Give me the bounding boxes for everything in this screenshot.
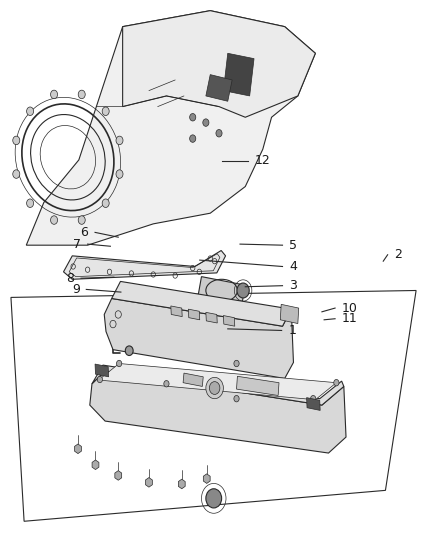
Circle shape xyxy=(216,130,222,137)
Circle shape xyxy=(234,360,239,367)
Circle shape xyxy=(78,216,85,224)
Circle shape xyxy=(97,376,102,383)
Circle shape xyxy=(78,90,85,99)
Text: 2: 2 xyxy=(394,248,402,261)
Text: 8: 8 xyxy=(67,272,74,285)
Polygon shape xyxy=(183,373,203,386)
Circle shape xyxy=(311,395,316,402)
Text: 11: 11 xyxy=(342,312,357,325)
Circle shape xyxy=(27,107,34,116)
Circle shape xyxy=(237,283,249,298)
Text: 7: 7 xyxy=(73,238,81,251)
Polygon shape xyxy=(171,306,182,317)
Circle shape xyxy=(50,90,57,99)
Circle shape xyxy=(203,119,209,126)
Circle shape xyxy=(13,136,20,144)
Circle shape xyxy=(27,199,34,207)
Circle shape xyxy=(190,135,196,142)
Polygon shape xyxy=(198,277,245,305)
Circle shape xyxy=(206,377,223,399)
Polygon shape xyxy=(280,304,299,324)
Polygon shape xyxy=(307,398,320,410)
Circle shape xyxy=(190,114,196,121)
Circle shape xyxy=(102,107,109,116)
Circle shape xyxy=(125,346,133,356)
Circle shape xyxy=(209,382,220,394)
Polygon shape xyxy=(223,316,235,326)
Polygon shape xyxy=(237,376,279,395)
Text: 1: 1 xyxy=(288,324,296,337)
Polygon shape xyxy=(145,478,152,487)
Text: 12: 12 xyxy=(255,155,271,167)
Polygon shape xyxy=(112,281,291,326)
Text: 5: 5 xyxy=(289,239,297,252)
Text: 6: 6 xyxy=(81,226,88,239)
Circle shape xyxy=(234,395,239,402)
Circle shape xyxy=(334,379,339,386)
Text: 10: 10 xyxy=(342,302,357,314)
Circle shape xyxy=(116,170,123,179)
Polygon shape xyxy=(206,75,232,101)
Polygon shape xyxy=(123,11,315,117)
Circle shape xyxy=(50,216,57,224)
Text: 4: 4 xyxy=(289,260,297,273)
Circle shape xyxy=(117,360,122,367)
Polygon shape xyxy=(129,287,198,324)
Circle shape xyxy=(164,381,169,387)
Polygon shape xyxy=(92,365,344,405)
Text: 3: 3 xyxy=(289,279,297,292)
Polygon shape xyxy=(223,53,254,96)
Polygon shape xyxy=(90,371,346,453)
Polygon shape xyxy=(188,309,200,320)
Polygon shape xyxy=(206,312,217,323)
Polygon shape xyxy=(92,460,99,470)
Circle shape xyxy=(206,489,222,508)
Polygon shape xyxy=(104,298,293,378)
Polygon shape xyxy=(26,11,315,245)
Polygon shape xyxy=(178,479,185,489)
Polygon shape xyxy=(95,364,109,377)
Polygon shape xyxy=(74,444,81,454)
Circle shape xyxy=(102,199,109,207)
Polygon shape xyxy=(115,471,122,480)
Text: 9: 9 xyxy=(72,283,80,296)
Polygon shape xyxy=(203,474,210,483)
Circle shape xyxy=(13,170,20,179)
Polygon shape xyxy=(64,251,226,279)
Polygon shape xyxy=(99,364,336,400)
Circle shape xyxy=(116,136,123,144)
